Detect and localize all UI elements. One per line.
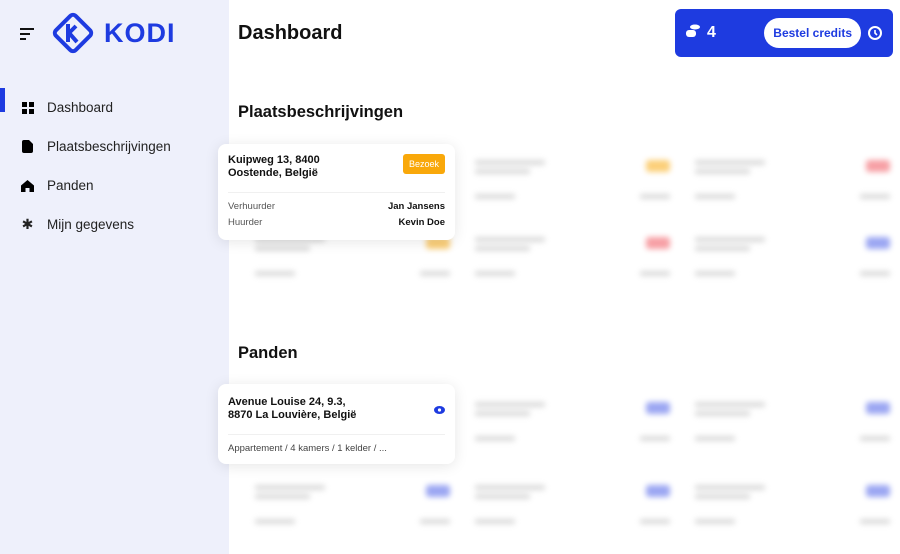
sidebar-item-plaatsbeschrijvingen[interactable]: Plaatsbeschrijvingen <box>0 127 229 166</box>
inspection-address: Kuipweg 13, 8400 Oostende, België <box>228 154 320 179</box>
document-icon <box>21 140 34 153</box>
blurred-card <box>255 485 450 535</box>
section-title-inspections: Plaatsbeschrijvingen <box>238 103 404 121</box>
inspection-card[interactable]: Kuipweg 13, 8400 Oostende, België Bezoek … <box>218 144 455 240</box>
blurred-card <box>695 485 890 535</box>
logo[interactable]: KODI <box>50 10 176 56</box>
logo-icon <box>52 12 94 54</box>
sidebar: KODI Dashboard Plaatsbeschrijvingen Pand… <box>0 0 229 554</box>
property-card[interactable]: Avenue Louise 24, 9.3, 8870 La Louvière, … <box>218 384 455 464</box>
sidebar-item-dashboard[interactable]: Dashboard <box>0 88 229 127</box>
blurred-card <box>695 237 890 287</box>
blurred-card <box>475 485 670 535</box>
property-details: Appartement / 4 kamers / 1 kelder / ... <box>228 443 387 454</box>
blurred-card <box>695 160 890 210</box>
page-title: Dashboard <box>238 22 343 44</box>
order-credits-button[interactable]: Bestel credits <box>764 18 861 48</box>
home-icon <box>21 179 34 192</box>
divider <box>228 192 445 193</box>
credits-panel: 4 Bestel credits <box>675 9 893 57</box>
blurred-card <box>475 402 670 452</box>
credits-count: 4 <box>707 24 716 41</box>
history-icon[interactable] <box>867 25 883 41</box>
eye-icon[interactable] <box>434 401 445 419</box>
visit-button[interactable]: Bezoek <box>402 154 445 174</box>
blurred-card <box>475 237 670 287</box>
blurred-card <box>695 402 890 452</box>
section-title-properties: Panden <box>238 344 298 362</box>
divider <box>228 434 445 435</box>
gear-icon: ✱ <box>21 216 34 232</box>
menu-toggle-icon[interactable] <box>20 28 34 43</box>
tenant-row: Huurder Kevin Doe <box>228 217 445 228</box>
blurred-card <box>475 160 670 210</box>
sidebar-item-panden[interactable]: Panden <box>0 166 229 205</box>
property-address: Avenue Louise 24, 9.3, 8870 La Louvière, … <box>228 396 357 421</box>
sidebar-item-mijn-gegevens[interactable]: ✱ Mijn gegevens <box>21 216 135 232</box>
blurred-card <box>255 237 450 287</box>
landlord-row: Verhuurder Jan Jansens <box>228 201 445 212</box>
grid-icon <box>21 101 34 114</box>
coins-icon <box>685 24 701 43</box>
